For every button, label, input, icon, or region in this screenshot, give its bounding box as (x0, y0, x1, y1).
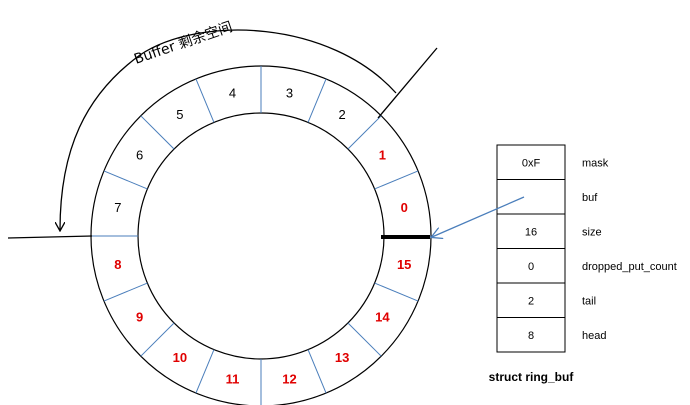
ring-segment-label: 12 (282, 372, 296, 387)
ring-segment-label: 2 (338, 107, 345, 122)
ring-segment-label: 11 (226, 372, 240, 387)
struct-field-name: size (582, 226, 602, 238)
ring-segment-label: 1 (379, 147, 386, 162)
ring-segment-label: 9 (136, 310, 143, 325)
ring-divider (195, 349, 215, 394)
buf-pointer-arrow (432, 196, 525, 237)
struct-field-name: buf (582, 192, 598, 204)
ring-dividers (91, 66, 431, 405)
ring-segment-label: 0 (401, 200, 408, 215)
head-boundary-line (7, 235, 93, 239)
struct-title: struct ring_buf (489, 370, 575, 384)
free-space-caption: Buffer 剩余空间 (132, 18, 235, 68)
ring-segment-label: 8 (114, 257, 121, 272)
ring-divider (347, 322, 382, 357)
ring-segment-label: 14 (375, 310, 390, 325)
struct-field-value: 16 (525, 226, 537, 238)
struct-field-value: 0xF (522, 157, 541, 169)
ring-divider (103, 282, 148, 302)
struct-field-name: mask (582, 157, 609, 169)
struct-field-name: dropped_put_count (582, 261, 677, 273)
struct-rows: 0xF mask buf 16 size 0 dropped_put_count 2 tail 8… (497, 157, 677, 342)
ring-inner-circle (137, 112, 385, 360)
ring-divider (374, 282, 419, 302)
free-space-arc-arrow (60, 29, 397, 230)
struct-field-value: 2 (528, 295, 534, 307)
ring-segment-label: 3 (286, 85, 293, 100)
struct-field-value: 8 (528, 330, 534, 342)
ring-divider (140, 115, 175, 150)
struct-field-name: tail (582, 295, 596, 307)
ring-divider (347, 115, 382, 150)
ring-segment-label: 15 (397, 257, 411, 272)
ring-divider (103, 170, 148, 190)
ring-segment-label: 13 (335, 350, 349, 365)
ring-segment-label: 4 (229, 85, 236, 100)
struct-field-name: head (582, 330, 606, 342)
tail-boundary-line (377, 47, 438, 119)
ring-divider (307, 78, 327, 123)
ring-divider (140, 322, 175, 357)
ring-segment-label: 7 (114, 200, 121, 215)
ring-divider (374, 170, 419, 190)
ring-segment-label: 6 (136, 147, 143, 162)
ring-segment-label: 5 (176, 107, 183, 122)
struct-field-value: 0 (528, 261, 534, 273)
ring-divider (195, 78, 215, 123)
ring-buf-struct-table: 0xF mask buf 16 size 0 dropped_put_count 2 tail 8… (489, 144, 677, 384)
ring-segment-label: 10 (173, 350, 187, 365)
ring-divider (307, 349, 327, 394)
